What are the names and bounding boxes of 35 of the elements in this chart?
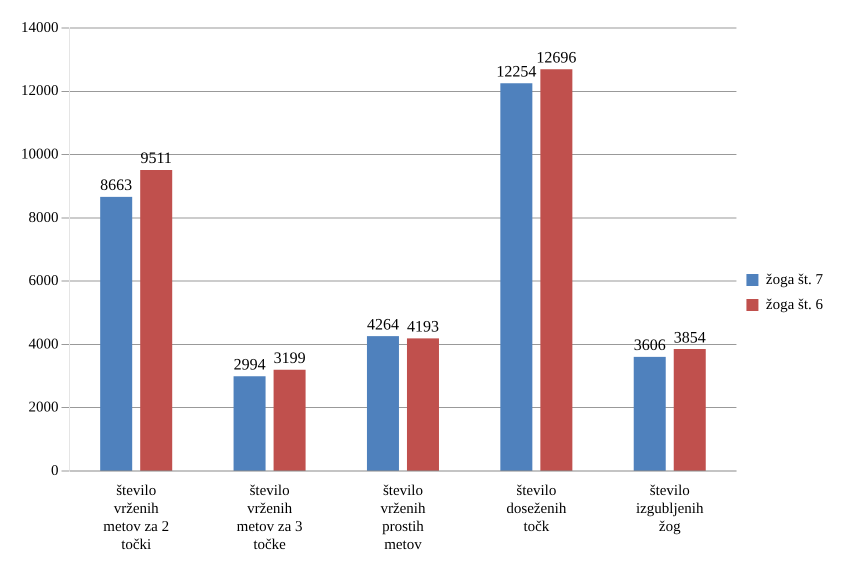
bar <box>634 356 666 470</box>
x-tick-label: število vrženih metov za 3 točke <box>236 482 302 553</box>
x-tick-label: število doseženih točk <box>506 482 567 535</box>
y-tick-label: 0 <box>51 462 58 479</box>
x-tick-label: število vrženih prostih metov <box>380 482 426 553</box>
bar <box>366 336 399 470</box>
x-tick-label: število izgubljenih žog <box>636 482 704 535</box>
data-label: 9511 <box>140 150 172 168</box>
data-label: 12696 <box>536 49 576 66</box>
bar <box>674 349 706 470</box>
bar <box>274 370 306 470</box>
data-label: 2994 <box>234 356 266 374</box>
x-tick-label: število vrženih metov za 2 točki <box>103 482 170 553</box>
bar <box>406 338 439 470</box>
y-tick-label: 12000 <box>21 83 58 100</box>
data-label: 12254 <box>496 63 536 80</box>
data-label: 3854 <box>674 329 706 346</box>
data-label: 4193 <box>406 318 439 336</box>
data-label: 4264 <box>366 316 399 334</box>
legend-label: žoga št. 6 <box>766 296 824 313</box>
y-tick-label: 14000 <box>21 20 58 36</box>
y-tick-label: 10000 <box>21 146 58 163</box>
y-tick-label: 4000 <box>28 336 58 352</box>
data-label: 3606 <box>634 337 666 354</box>
legend-label: žoga št. 7 <box>766 272 824 288</box>
y-tick-label: 6000 <box>28 273 58 290</box>
data-label: 3199 <box>274 350 306 367</box>
bar <box>540 69 572 470</box>
y-tick-label: 2000 <box>28 400 58 416</box>
bar <box>100 196 132 470</box>
data-label: 8663 <box>100 177 132 194</box>
bar <box>140 170 172 470</box>
bar <box>234 376 266 470</box>
y-tick-label: 8000 <box>28 210 58 226</box>
bar <box>500 83 532 470</box>
